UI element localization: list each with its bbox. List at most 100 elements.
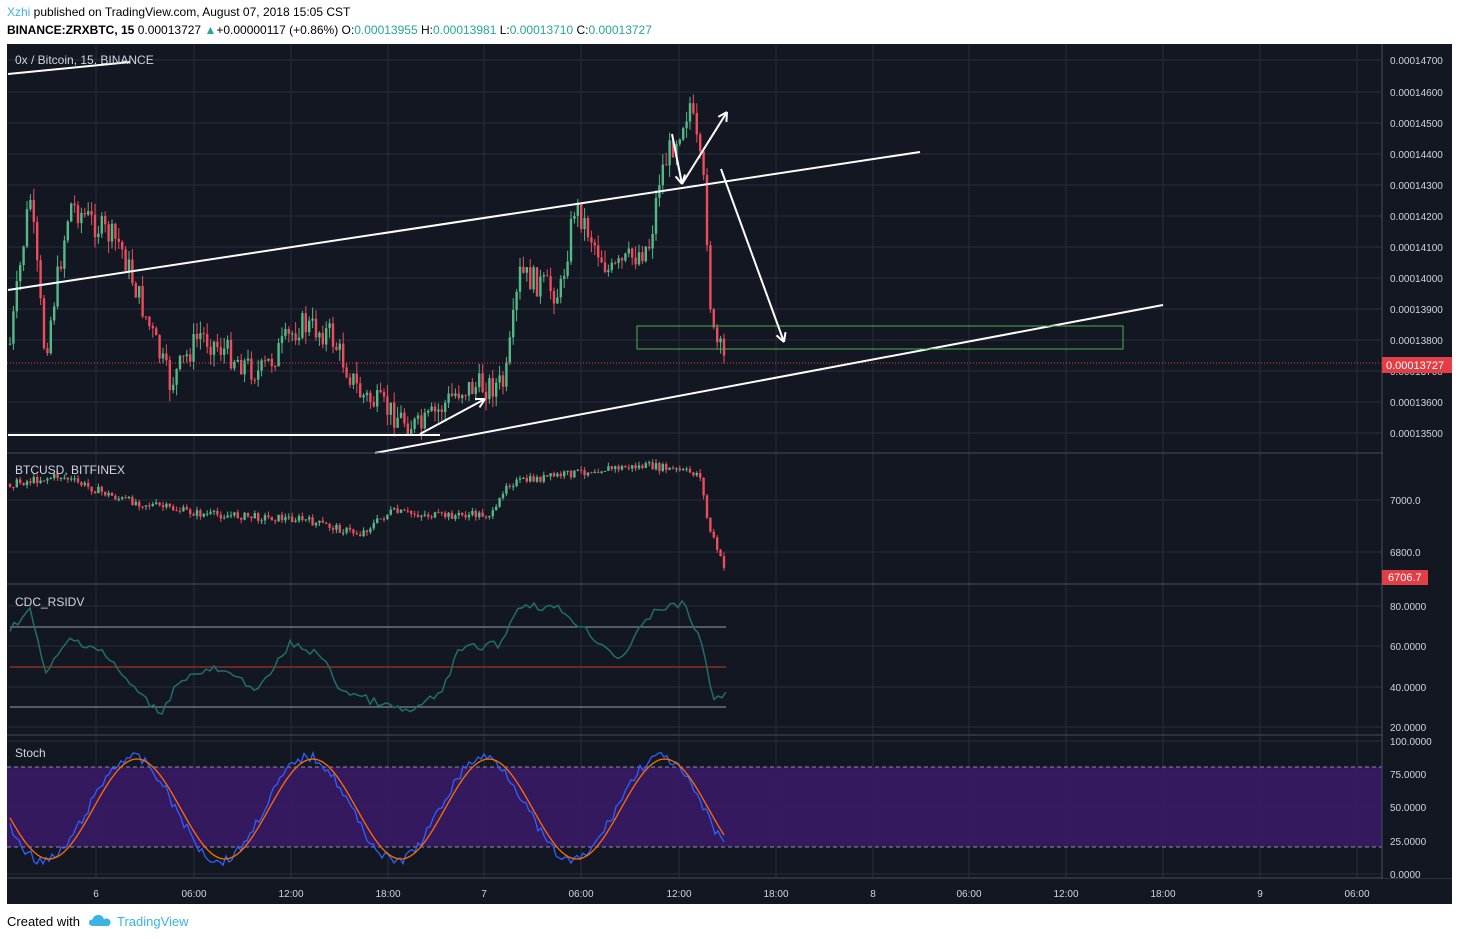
candle-body	[719, 338, 722, 343]
btc-candle-body	[25, 481, 29, 486]
btc-candle-body	[488, 516, 491, 518]
candle-body	[100, 216, 103, 234]
candle-body	[699, 134, 702, 152]
candle-body	[498, 375, 501, 383]
price-tick-label: 60.0000	[1390, 642, 1427, 653]
candle-body	[546, 275, 549, 277]
btc-candle-body	[535, 477, 539, 482]
candle-body	[199, 333, 202, 339]
btc-candle-body	[685, 468, 688, 470]
btc-candle-body	[294, 520, 297, 522]
btc-candle-body	[359, 534, 362, 537]
candle-body	[80, 213, 83, 224]
candle-body	[501, 375, 505, 387]
btc-candle-body	[53, 474, 56, 479]
btc-candle-body	[549, 473, 552, 477]
author-link[interactable]: Xzhi	[7, 5, 31, 19]
btc-candle-body	[709, 517, 712, 532]
btc-candle-body	[607, 466, 610, 471]
btc-candle-body	[93, 491, 97, 494]
btc-candle-body	[444, 512, 447, 518]
candle-body	[15, 281, 18, 312]
candle-body	[314, 318, 318, 338]
last-price: 0.00013727	[137, 23, 202, 37]
btc-candle-body	[165, 503, 168, 508]
btc-candle-body	[389, 509, 392, 515]
btc-candle-body	[100, 486, 103, 492]
candle-body	[39, 260, 42, 299]
btc-candle-body	[631, 465, 634, 469]
price-tick-label: 0.00013600	[1390, 398, 1443, 409]
price-tick-label: 25.0000	[1390, 837, 1427, 848]
candle-body	[447, 393, 450, 403]
tradingview-link[interactable]: TradingView	[117, 914, 189, 929]
high-label: H:	[420, 23, 433, 37]
candle-body	[712, 309, 715, 328]
btc-candle-body	[328, 523, 331, 528]
btc-candle-body	[335, 524, 338, 530]
btc-candle-body	[651, 462, 654, 470]
candle-body	[478, 373, 481, 388]
candle-body	[158, 335, 161, 359]
candle-body	[535, 267, 539, 297]
candle-body	[226, 339, 229, 349]
btc-candle-body	[423, 514, 426, 516]
candle-body	[63, 240, 66, 269]
candle-body	[19, 265, 22, 282]
candle-body	[308, 320, 311, 333]
price-tick-label: 20.0000	[1390, 723, 1427, 734]
candle-body	[182, 355, 185, 357]
btc-candle-body	[484, 516, 488, 518]
btc-candle-body	[308, 517, 311, 520]
btc-candle-body	[529, 476, 532, 482]
candle-body	[461, 395, 464, 399]
low-value: 0.00013710	[509, 23, 574, 37]
candle-body	[172, 384, 175, 391]
candle-body	[318, 332, 321, 338]
btc-candle-body	[36, 476, 39, 484]
btc-candle-body	[719, 549, 722, 557]
candle-body	[505, 362, 508, 387]
btc-candle-body	[178, 510, 182, 512]
candle-body	[202, 333, 205, 335]
btc-candle-body	[648, 462, 651, 464]
candle-body	[53, 306, 56, 321]
chart-canvas[interactable]: 0.00014700 0.00014600 0.00014500 0.00014400…	[0, 44, 1458, 904]
candle-body	[93, 214, 97, 238]
candle-body	[508, 337, 511, 363]
candle-body	[362, 395, 365, 398]
btc-candle-body	[192, 514, 195, 516]
btc-candle-body	[722, 556, 726, 568]
btc-candle-body	[382, 518, 386, 520]
candle-body	[87, 211, 90, 215]
candle-body	[627, 248, 630, 254]
btc-candle-body	[403, 509, 406, 511]
btc-candle-body	[216, 510, 219, 515]
btc-candle-body	[131, 496, 134, 506]
btc-candle-body	[678, 468, 681, 471]
candle-body	[427, 410, 430, 413]
btc-candle-body	[121, 497, 124, 499]
candle-body	[216, 341, 219, 348]
candle-body	[257, 370, 260, 380]
btc-candle-body	[376, 518, 379, 523]
candle-body	[325, 328, 328, 345]
btc-candle-body	[702, 477, 705, 496]
btc-candle-body	[501, 493, 505, 498]
candle-body	[114, 223, 117, 239]
btc-candle-body	[209, 511, 212, 514]
candle-body	[386, 396, 389, 415]
btc-candle-body	[372, 522, 375, 529]
candle-body	[260, 360, 263, 371]
btc-candle-body	[117, 498, 120, 500]
price-tick-label: 100.0000	[1390, 737, 1432, 748]
arrow-breakout	[419, 398, 486, 435]
btc-candle-body	[63, 477, 66, 479]
created-with-text: Created with	[7, 914, 80, 929]
btc-candle-body	[348, 527, 352, 530]
candle-body	[549, 276, 552, 292]
candle-body	[138, 286, 141, 298]
candle-body	[532, 267, 535, 290]
btc-candle-body	[671, 467, 675, 469]
trend-drawings[interactable]	[7, 61, 1164, 454]
